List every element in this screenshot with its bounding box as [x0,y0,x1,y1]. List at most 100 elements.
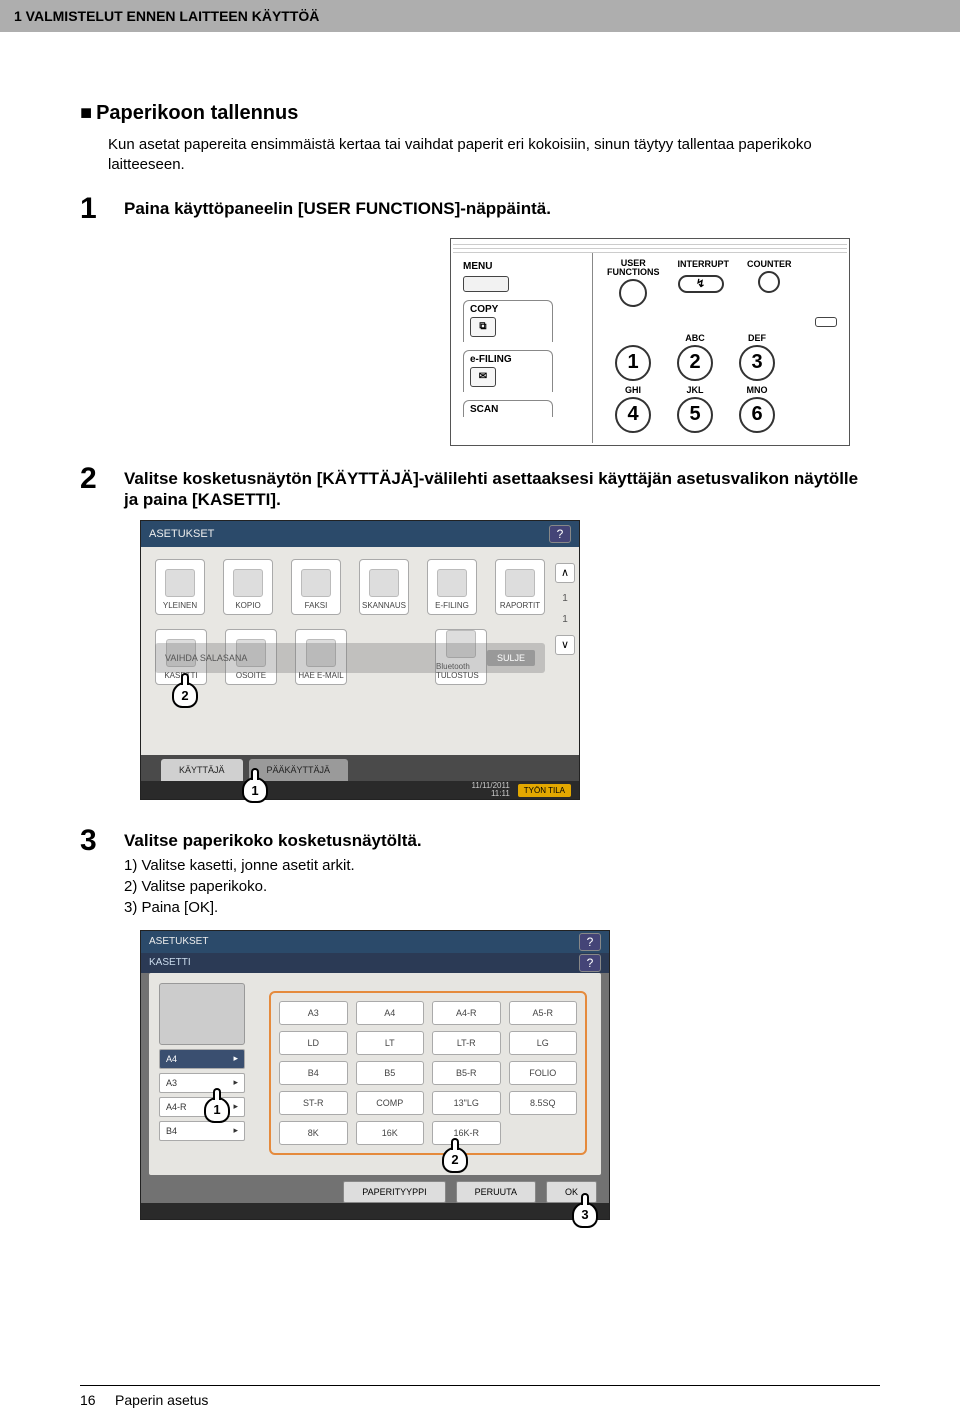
tile-reports-label: RAPORTIT [500,601,540,610]
size-lt[interactable]: LT [356,1031,425,1055]
fax-icon [301,569,331,597]
panel-right-keypad: USER FUNCTIONS INTERRUPT ↯ COUNTER [593,253,847,443]
step-3-heading: Valitse paperikoko kosketusnäytöltä. [124,830,870,851]
size-b5r[interactable]: B5-R [432,1061,501,1085]
copy-tile-icon [233,569,263,597]
key-2[interactable]: 2 [677,345,713,381]
tile-reports[interactable]: RAPORTIT [495,559,545,615]
key-label-5: JKL [677,385,713,395]
tile-scan-label: SKANNAUS [362,601,406,610]
step-1: 1 Paina käyttöpaneelin [USER FUNCTIONS]-… [80,194,870,224]
tile-general[interactable]: YLEINEN [155,559,205,615]
size-16k[interactable]: 16K [356,1121,425,1145]
size-ld[interactable]: LD [279,1031,348,1055]
key-label-6: MNO [739,385,775,395]
key-3[interactable]: 3 [739,345,775,381]
key-label-4: GHI [615,385,651,395]
efiling-tab[interactable]: e-FILING ✉ [463,350,553,392]
step-1-text: Paina käyttöpaneelin [USER FUNCTIONS]-nä… [124,194,870,219]
paper-type-button[interactable]: PAPERITYYPPI [343,1181,445,1203]
size-8k[interactable]: 8K [279,1121,348,1145]
ss2-help-button[interactable]: ? [579,933,601,951]
dim-close-button[interactable]: SULJE [487,650,535,666]
size-a3[interactable]: A3 [279,1001,348,1025]
cassette-a3[interactable]: A3▸ [159,1073,245,1093]
key-1[interactable]: 1 [615,345,651,381]
ss1-titlebar: ASETUKSET ? [141,521,579,547]
step-1-number: 1 [80,194,124,224]
page-up-button[interactable]: ∧ [555,563,575,583]
ss2-callout-2: 2 [441,1146,469,1174]
size-a5r[interactable]: A5-R [509,1001,578,1025]
step-2-number: 2 [80,464,124,494]
scan-label: SCAN [470,404,546,415]
size-b4[interactable]: B4 [279,1061,348,1085]
tile-efiling[interactable]: E-FILING [427,559,477,615]
ss2-cassette-list: A4▸ A3▸ A4-R▸ B4▸ [149,973,255,1175]
size-85sq[interactable]: 8.5SQ [509,1091,578,1115]
menu-button[interactable] [463,276,509,292]
interrupt-key[interactable]: ↯ [678,275,724,293]
tile-efiling-label: E-FILING [435,601,469,610]
size-a4r[interactable]: A4-R [432,1001,501,1025]
cassette-a4-label: A4 [166,1054,177,1064]
printer-thumbnail [159,983,245,1045]
step-3-substeps: 1) Valitse kasetti, jonne asetit arkit. … [124,857,870,917]
ss1-timestamp: 11/11/2011 11:11 [472,782,510,798]
general-icon [165,569,195,597]
key-4[interactable]: 4 [615,397,651,433]
section-marker: ■ [80,102,92,124]
page-down-button[interactable]: ∨ [555,635,575,655]
ss2-help-button-2[interactable]: ? [579,954,601,972]
help-button[interactable]: ? [549,525,571,543]
size-str[interactable]: ST-R [279,1091,348,1115]
user-functions-label: USER FUNCTIONS [607,259,660,277]
copy-tab[interactable]: COPY ⧉ [463,300,553,342]
cassette-a4r[interactable]: A4-R▸ [159,1097,245,1117]
section-title-text: Paperikoon tallennus [96,102,298,124]
job-status-button[interactable]: TYÖN TILA [518,784,571,797]
cassette-a4[interactable]: A4▸ [159,1049,245,1069]
ss2-body: A4▸ A3▸ A4-R▸ B4▸ A3 A4 A4-R A5-R LD LT [149,973,601,1175]
size-lg[interactable]: LG [509,1031,578,1055]
size-ltr[interactable]: LT-R [432,1031,501,1055]
tile-copy-label: KOPIO [235,601,260,610]
page-content: ■Paperikoon tallennus Kun asetat paperei… [0,102,960,1220]
size-13lg[interactable]: 13"LG [432,1091,501,1115]
cassette-b4[interactable]: B4▸ [159,1121,245,1141]
ss2-titlebar: ASETUKSET ? [141,931,609,953]
counter-button[interactable]: COUNTER [747,259,792,293]
size-16kr[interactable]: 16K-R [432,1121,501,1145]
scan-tab[interactable]: SCAN [463,400,553,417]
interrupt-button[interactable]: INTERRUPT ↯ [678,259,730,293]
ss2-bottom-bar [141,1203,609,1219]
size-a4[interactable]: A4 [356,1001,425,1025]
ss1-pager: ∧ 1 1 ∨ [551,547,579,755]
size-folio[interactable]: FOLIO [509,1061,578,1085]
ok-button[interactable]: OK [546,1181,597,1203]
tile-scan[interactable]: SKANNAUS [359,559,409,615]
user-functions-key[interactable] [619,279,647,307]
tab-user[interactable]: KÄYTTÄJÄ [161,759,243,781]
tile-fax[interactable]: FAKSI [291,559,341,615]
tile-copy[interactable]: KOPIO [223,559,273,615]
ss2-callout-1-label: 1 [204,1097,230,1123]
size-comp[interactable]: COMP [356,1091,425,1115]
callout-1: 1 [241,776,269,804]
section-intro: Kun asetat papereita ensimmäistä kertaa … [108,135,870,176]
interrupt-label: INTERRUPT [678,259,730,269]
ss2-subtitle: KASETTI [149,957,191,968]
user-functions-button[interactable]: USER FUNCTIONS [607,259,660,307]
callout-2: 2 [171,681,199,709]
size-b5[interactable]: B5 [356,1061,425,1085]
cancel-button[interactable]: PERUUTA [456,1181,536,1203]
ss1-title: ASETUKSET [149,528,214,540]
counter-key[interactable] [758,271,780,293]
cassette-a4r-label: A4-R [166,1102,187,1112]
key-6[interactable]: 6 [739,397,775,433]
chapter-header: 1 VALMISTELUT ENNEN LAITTEEN KÄYTTÖÄ [0,0,960,32]
key-5[interactable]: 5 [677,397,713,433]
ss1-tabs: KÄYTTÄJÄ PÄÄKÄYTTÄJÄ [141,755,579,781]
keypad-row1: 1 2 3 [615,345,837,381]
ss1-dim-row: VAIHDA SALASANA SULJE [155,643,545,673]
